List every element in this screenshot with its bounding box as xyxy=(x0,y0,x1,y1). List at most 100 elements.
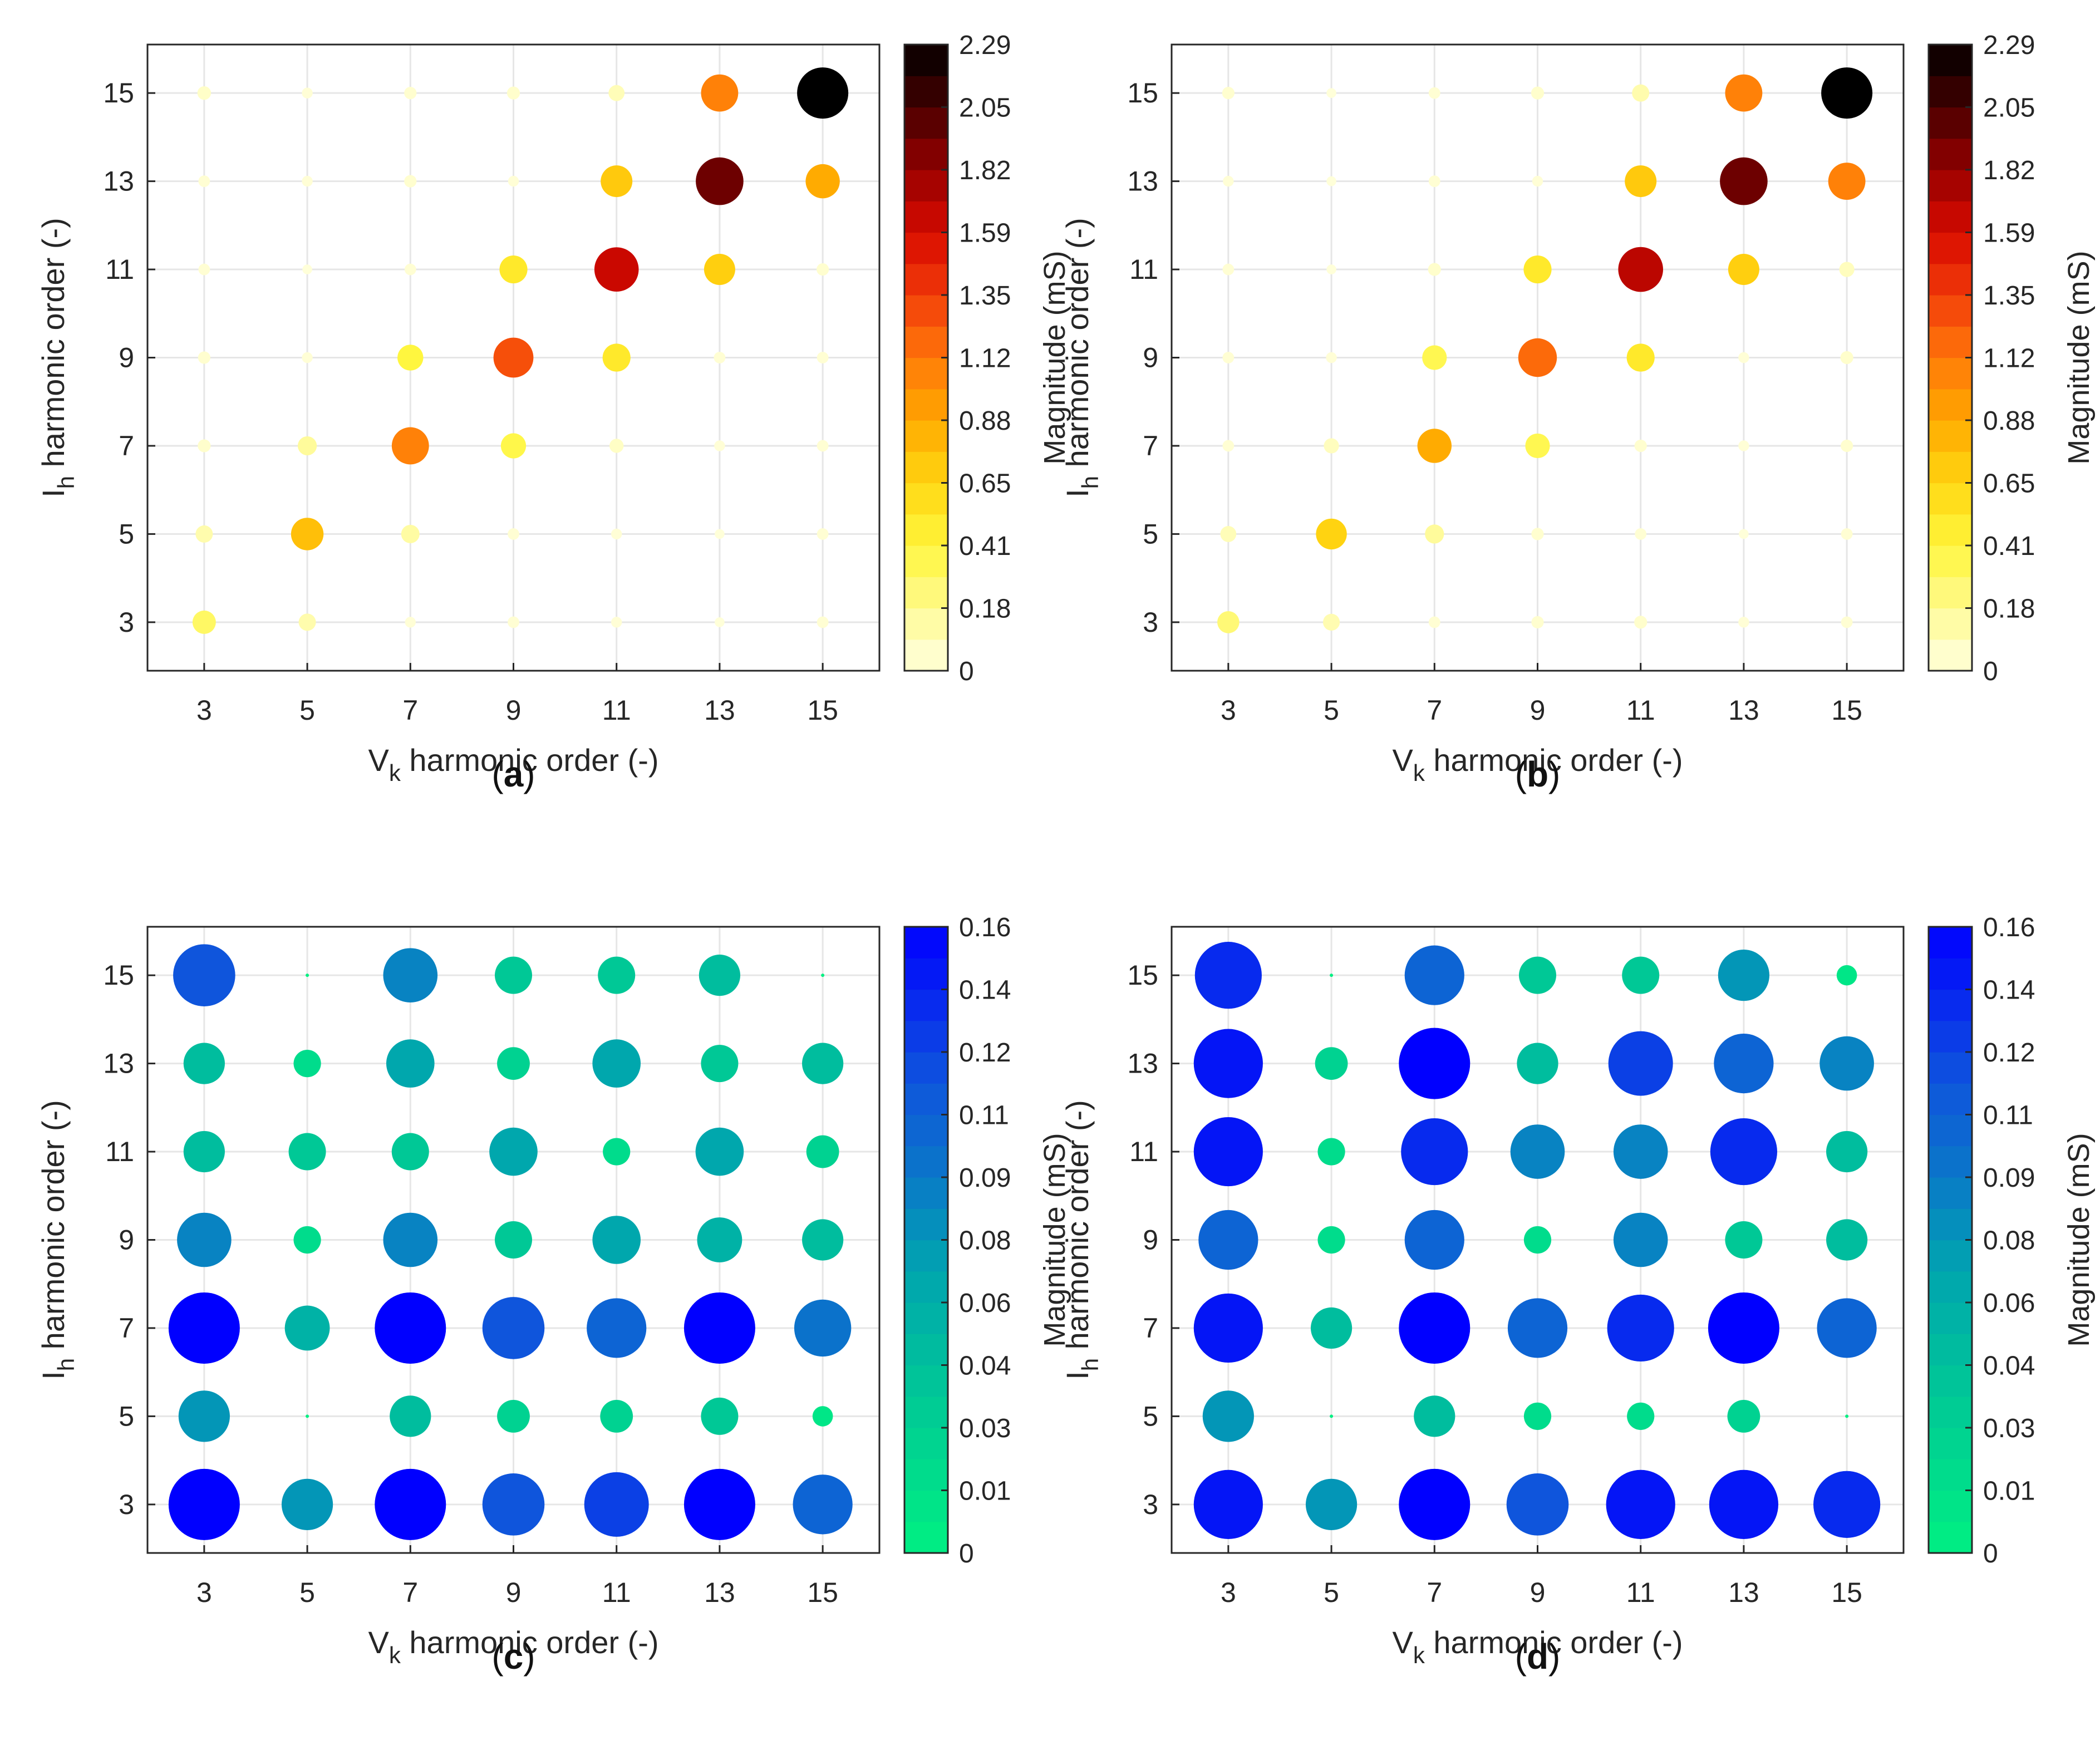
marker xyxy=(696,157,744,205)
marker xyxy=(797,67,849,119)
colorbar-tick-label: 0.16 xyxy=(959,913,1011,942)
y-tick-label: 11 xyxy=(1129,1136,1158,1167)
marker xyxy=(1222,440,1235,452)
marker xyxy=(701,1045,739,1083)
marker xyxy=(198,351,210,364)
marker xyxy=(1813,1471,1881,1538)
colorbar: 2.29 2.05 1.82 1.59 1.35 1.12 0.88 0.65 0.41 0.18… xyxy=(903,31,1071,686)
marker xyxy=(499,255,528,284)
marker xyxy=(1507,1298,1568,1358)
marker xyxy=(1738,352,1749,363)
marker xyxy=(1518,338,1557,377)
marker xyxy=(1531,616,1544,628)
colorbar-tick-label: 1.35 xyxy=(1983,281,2035,311)
marker xyxy=(611,617,622,628)
colorbar-tick-label: 0.41 xyxy=(959,532,1011,561)
panel-c: 3 5 7 9 11 13 15 3 5 7 9 11 13 15 Vk harmonic order (-… xyxy=(36,913,1071,1677)
y-tick-label: 3 xyxy=(119,607,134,638)
colorbar-segment xyxy=(904,1052,948,1084)
marker xyxy=(1826,1130,1868,1173)
x-tick-label: 3 xyxy=(196,1577,212,1608)
marker xyxy=(192,610,216,634)
marker xyxy=(1618,247,1664,292)
colorbar-tick-label: 1.59 xyxy=(1983,219,2035,248)
colorbar-tick-label: 0.01 xyxy=(959,1477,1011,1506)
marker xyxy=(714,352,726,363)
colorbar: 0.16 0.14 0.12 0.11 0.09 0.08 0.06 0.04 0.03 0.01… xyxy=(903,913,1071,1569)
colorbar-segment xyxy=(1929,357,1972,390)
colorbar-segment xyxy=(1929,326,1972,358)
marker xyxy=(1322,613,1340,631)
panel-label: (b) xyxy=(1515,754,1561,794)
marker xyxy=(1517,1043,1558,1084)
marker xyxy=(1326,88,1336,98)
colorbar-segment xyxy=(904,1459,948,1491)
marker xyxy=(1399,1292,1471,1364)
marker xyxy=(288,1133,326,1171)
marker xyxy=(1193,1293,1263,1363)
x-axis-label: Vk harmonic order (-) xyxy=(1392,1625,1683,1668)
x-tick-label: 13 xyxy=(704,695,735,726)
colorbar-segment xyxy=(904,958,948,990)
panel-label: (a) xyxy=(491,754,535,794)
marker xyxy=(802,1043,844,1084)
marker xyxy=(714,440,725,451)
colorbar-segment xyxy=(904,326,948,358)
marker xyxy=(701,74,739,112)
colorbar-tick-label: 0.04 xyxy=(1983,1351,2035,1381)
marker xyxy=(1710,1118,1778,1186)
marker xyxy=(1606,1469,1675,1539)
colorbar-segment xyxy=(904,107,948,139)
colorbar-tick-label: 2.05 xyxy=(959,94,1011,123)
marker xyxy=(1708,1292,1779,1364)
marker xyxy=(1607,1294,1674,1362)
colorbar-tick-label: 1.12 xyxy=(959,344,1011,373)
x-tick-label: 3 xyxy=(1221,695,1236,726)
marker xyxy=(404,263,416,276)
y-tick-label: 5 xyxy=(1143,1400,1158,1432)
marker xyxy=(489,1127,538,1176)
y-tick-label: 7 xyxy=(1143,1313,1158,1344)
colorbar-segment xyxy=(1929,1083,1972,1115)
x-tick-label: 5 xyxy=(299,1577,315,1608)
colorbar-tick-label: 0.04 xyxy=(959,1351,1011,1381)
colorbar-segment xyxy=(904,927,948,958)
marker xyxy=(608,85,625,101)
panel-d: 3 5 7 9 11 13 15 3 5 7 9 11 13 15 Vk harmonic order (-… xyxy=(1060,913,2096,1677)
colorbar-segment xyxy=(904,1490,948,1522)
colorbar-tick-label: 2.05 xyxy=(1983,94,2035,123)
marker xyxy=(1316,518,1347,550)
colorbar-segment xyxy=(904,577,948,609)
marker xyxy=(1310,1307,1353,1349)
x-tick-label: 7 xyxy=(1427,1577,1442,1608)
marker xyxy=(1632,84,1650,102)
x-tick-label: 3 xyxy=(1221,1577,1236,1608)
marker xyxy=(302,264,312,274)
x-tick-label: 9 xyxy=(506,1577,522,1608)
marker xyxy=(1422,345,1447,370)
marker xyxy=(1399,1468,1471,1540)
x-tick-label: 7 xyxy=(402,1577,418,1608)
marker xyxy=(1725,74,1763,112)
colorbar-tick-label: 0.88 xyxy=(1983,406,2035,436)
colorbar-tick-label: 0.03 xyxy=(1983,1414,2035,1443)
marker xyxy=(1836,965,1857,986)
marker xyxy=(592,1216,641,1264)
marker xyxy=(1532,175,1543,187)
colorbar-segment xyxy=(1929,451,1972,484)
colorbar-segment xyxy=(904,1083,948,1115)
colorbar-segment xyxy=(904,420,948,452)
colorbar-tick-label: 0 xyxy=(1983,657,1998,686)
marker xyxy=(715,529,725,539)
colorbar-tick-label: 0.01 xyxy=(1983,1477,2035,1506)
y-axis-label: Ih harmonic order (-) xyxy=(36,1100,79,1380)
marker xyxy=(1330,974,1334,977)
colorbar-segment xyxy=(1929,514,1972,546)
marker xyxy=(1634,616,1647,629)
y-tick-label: 11 xyxy=(105,1136,134,1167)
y-tick-label: 9 xyxy=(119,342,134,373)
marker xyxy=(600,1400,633,1433)
marker xyxy=(1523,255,1552,284)
marker xyxy=(497,1047,530,1080)
marker xyxy=(1819,1036,1874,1091)
